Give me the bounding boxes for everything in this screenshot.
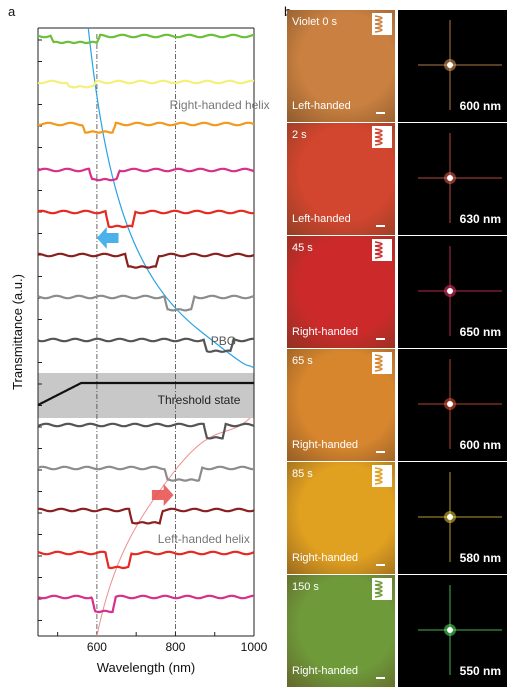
annotation-pbg: PBG	[211, 334, 236, 348]
series-line-5	[38, 252, 255, 269]
x-tick-label: 600	[87, 640, 107, 654]
series-line-11	[38, 507, 255, 525]
image-row: 150 s Right-handed 550 nm	[287, 575, 507, 687]
series-line-12	[37, 550, 255, 570]
helix-icon	[372, 239, 392, 261]
image-row: 65 s Right-handed 600 nm	[287, 349, 507, 461]
emission-wavelength-label: 630 nm	[459, 212, 501, 226]
image-row: 85 s Right-handed 580 nm	[287, 462, 507, 574]
helix-icon	[372, 465, 392, 487]
helix-icon	[372, 352, 392, 374]
y-axis-label: Transmittance (a.u.)	[10, 274, 25, 390]
image-row: 45 s Right-handed 650 nm	[287, 236, 507, 348]
handedness-label: Right-handed	[292, 439, 359, 451]
scale-bar	[376, 112, 385, 114]
time-label: 45 s	[292, 242, 313, 254]
helix-icon	[372, 126, 392, 148]
scale-bar	[376, 225, 385, 227]
series-line-0	[37, 33, 255, 45]
scale-bar	[376, 338, 385, 340]
handedness-label: Left-handed	[292, 100, 351, 112]
scale-bar	[376, 677, 385, 679]
annotation-threshold: Threshold state	[158, 393, 241, 407]
time-label: Violet 0 s	[292, 16, 338, 28]
laser-emission-image: 600 nm	[398, 349, 507, 461]
time-label: 85 s	[292, 468, 313, 480]
polarized-micrograph: 85 s Right-handed	[287, 462, 395, 574]
laser-emission-image: 600 nm	[398, 10, 507, 122]
handedness-label: Right-handed	[292, 552, 359, 564]
series-line-9	[37, 422, 255, 440]
series-line-8	[37, 381, 254, 406]
polarized-micrograph: Violet 0 s Left-handed	[287, 10, 395, 122]
pink-guide-curve	[96, 417, 251, 637]
laser-emission-image: 650 nm	[398, 236, 507, 348]
emission-wavelength-label: 600 nm	[459, 99, 501, 113]
laser-emission-image: 580 nm	[398, 462, 507, 574]
helix-icon	[372, 578, 392, 600]
emission-wavelength-label: 600 nm	[459, 438, 501, 452]
series-line-10	[37, 465, 254, 482]
panel-a-label: a	[8, 4, 16, 19]
series-line-2	[37, 121, 255, 134]
series-line-13	[37, 594, 254, 614]
x-axis-label: Wavelength (nm)	[97, 660, 196, 675]
scale-bar	[376, 451, 385, 453]
annotation-left-handed: Left-handed helix	[158, 532, 250, 546]
laser-emission-image: 630 nm	[398, 123, 507, 235]
blue-shift-arrow	[96, 227, 119, 249]
handedness-label: Right-handed	[292, 326, 359, 338]
time-label: 150 s	[292, 581, 319, 593]
series-line-4	[37, 209, 255, 229]
annotation-right-handed: Right-handed helix	[170, 98, 270, 112]
emission-wavelength-label: 550 nm	[459, 664, 501, 678]
series-line-6	[37, 294, 255, 312]
image-row: Violet 0 s Left-handed 600 nm	[287, 10, 507, 122]
threshold-band	[38, 373, 254, 418]
series-line-3	[37, 167, 255, 182]
emission-wavelength-label: 650 nm	[459, 325, 501, 339]
time-label: 2 s	[292, 129, 307, 141]
polarized-micrograph: 65 s Right-handed	[287, 349, 395, 461]
handedness-label: Left-handed	[292, 213, 351, 225]
polarized-micrograph: 45 s Right-handed	[287, 236, 395, 348]
x-tick-label: 800	[165, 640, 185, 654]
image-row: 2 s Left-handed 630 nm	[287, 123, 507, 235]
emission-wavelength-label: 580 nm	[459, 551, 501, 565]
blue-guide-curve	[87, 27, 255, 369]
series-line-1	[37, 79, 255, 89]
polarized-micrograph: 2 s Left-handed	[287, 123, 395, 235]
helix-icon	[372, 13, 392, 35]
time-label: 65 s	[292, 355, 313, 367]
scale-bar	[376, 564, 385, 566]
x-tick-label: 1000	[241, 640, 268, 654]
handedness-label: Right-handed	[292, 665, 359, 677]
laser-emission-image: 550 nm	[398, 575, 507, 687]
red-shift-arrow	[151, 484, 174, 506]
polarized-micrograph: 150 s Right-handed	[287, 575, 395, 687]
series-line-7	[37, 337, 255, 353]
